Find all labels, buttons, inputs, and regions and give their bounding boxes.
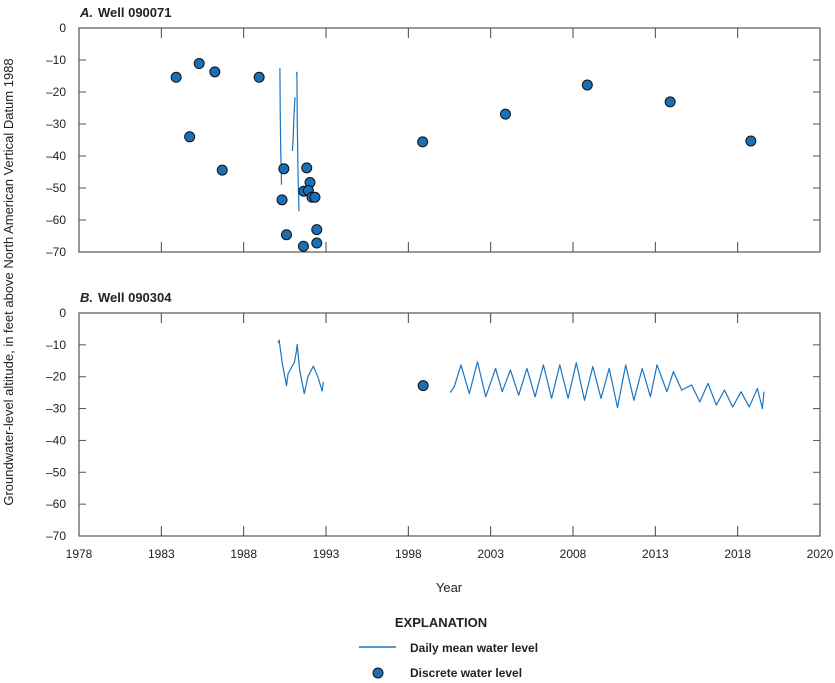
y-tick-label: –20 [46, 370, 66, 384]
panel-a: A. Well 090071 0 –10 –20 –30 –40 –50 –60 –70 [46, 5, 821, 259]
daily-mean-water-level-line [449, 361, 765, 410]
discrete-water-level-point [301, 162, 313, 174]
y-axis-title: Groundwater-level altitude, in feet abov… [1, 58, 16, 505]
panel-title: A. Well 090071 [79, 5, 171, 20]
panel-well-name: Well 090304 [98, 290, 172, 305]
daily-mean-water-level-line [277, 339, 324, 395]
discrete-water-level-point [184, 131, 196, 143]
discrete-water-level-point [253, 71, 265, 83]
plot-frame [78, 312, 821, 537]
legend-point-label: Discrete water level [410, 666, 522, 680]
x-tick-label: 2003 [477, 547, 504, 561]
discrete-water-level-point [745, 135, 757, 147]
discrete-water-level-point [311, 224, 323, 236]
plot-frame [78, 27, 821, 253]
x-tick-label: 1993 [313, 547, 340, 561]
legend-point-swatch [372, 667, 384, 679]
y-tick-label: 0 [59, 21, 66, 35]
y-tick-label: 0 [59, 306, 66, 320]
legend: EXPLANATION Daily mean water level Discr… [359, 615, 538, 680]
y-tick-label: –70 [46, 245, 66, 259]
legend-title: EXPLANATION [395, 615, 487, 630]
x-tick-label: 2020 [807, 547, 834, 561]
daily-mean-water-level-line [279, 67, 283, 185]
x-tick-label: 2018 [724, 547, 751, 561]
x-tick-label: 1983 [148, 547, 175, 561]
y-tick-label: –10 [46, 53, 66, 67]
x-tick-label: 1978 [66, 547, 93, 561]
x-tick-label: 1988 [230, 547, 257, 561]
legend-line-label: Daily mean water level [410, 641, 538, 655]
discrete-water-level-point [278, 163, 290, 175]
discrete-water-level-point [581, 79, 593, 91]
y-tick-label: –60 [46, 213, 66, 227]
panel-letter: B. [80, 290, 93, 305]
y-tick-label: –20 [46, 85, 66, 99]
panel-letter: A. [79, 5, 93, 20]
y-tick-label: –40 [46, 149, 66, 163]
discrete-water-level-point [276, 194, 288, 206]
discrete-water-level-point [209, 66, 221, 78]
discrete-water-level-point [311, 237, 323, 249]
discrete-water-level-point [664, 96, 676, 108]
y-tick-label: –30 [46, 117, 66, 131]
y-tick-label: –30 [46, 402, 66, 416]
x-tick-label: 1998 [395, 547, 422, 561]
discrete-water-level-point [170, 71, 182, 83]
discrete-water-level-point [193, 58, 205, 70]
x-axis-title: Year [436, 580, 463, 595]
y-tick-label: –50 [46, 465, 66, 479]
discrete-water-level-point [417, 380, 429, 392]
y-tick-label: –70 [46, 529, 66, 543]
discrete-water-level-point [297, 240, 309, 252]
daily-mean-water-level-line [291, 97, 296, 151]
discrete-water-level-point [499, 108, 511, 120]
y-tick-label: –50 [46, 181, 66, 195]
y-tick-label: –40 [46, 433, 66, 447]
discrete-water-level-point [280, 229, 292, 241]
y-tick-label: –10 [46, 338, 66, 352]
x-tick-label: 2013 [642, 547, 669, 561]
daily-mean-water-level-line [295, 71, 300, 212]
discrete-water-level-point [417, 136, 429, 148]
discrete-water-level-point [216, 164, 228, 176]
discrete-water-level-point [309, 191, 321, 203]
panel-title: B. Well 090304 [80, 290, 172, 305]
x-tick-label: 2008 [560, 547, 587, 561]
panel-well-name: Well 090071 [98, 5, 171, 20]
y-tick-label: –60 [46, 497, 66, 511]
